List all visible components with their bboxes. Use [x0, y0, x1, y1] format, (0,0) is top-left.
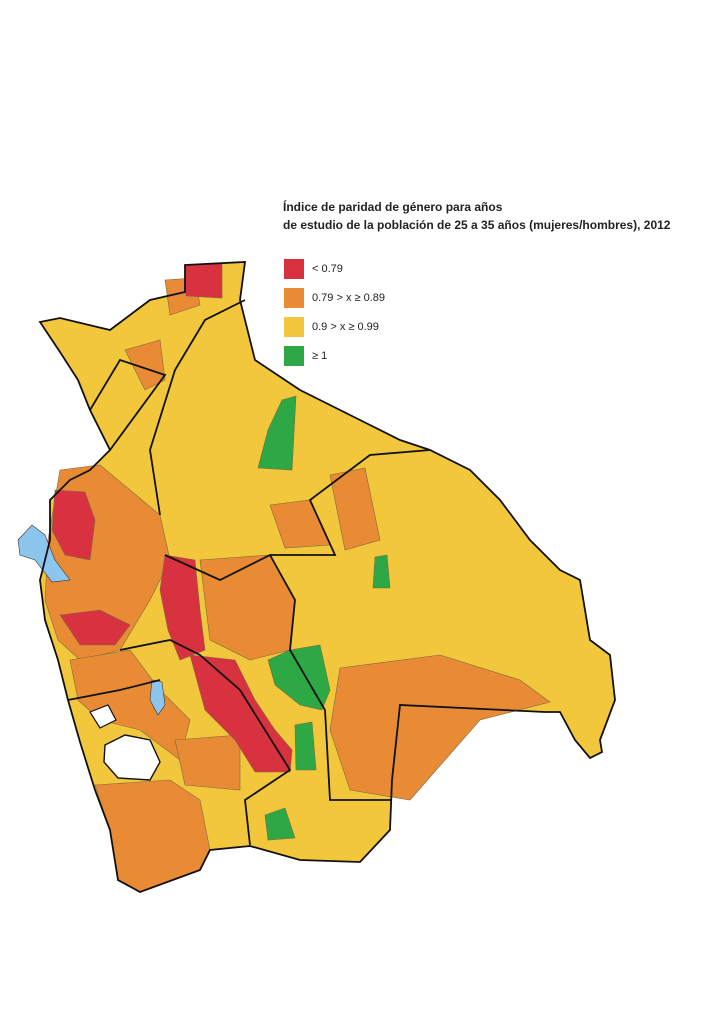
- legend-label: 0.9 > x ≥ 0.99: [312, 321, 379, 333]
- legend: < 0.79 0.79 > x ≥ 0.89 0.9 > x ≥ 0.99 ≥ 1: [284, 259, 385, 366]
- country-border: [38, 261, 616, 893]
- legend-swatch: [284, 259, 304, 279]
- region-green: [264, 807, 296, 841]
- department-border: [119, 639, 292, 846]
- lake-titicaca: [17, 524, 71, 583]
- department-border: [269, 554, 392, 801]
- region-orange: [329, 654, 551, 801]
- legend-label: ≥ 1: [312, 350, 327, 362]
- salt-flat-coipasa: [89, 704, 117, 729]
- region-red: [59, 609, 131, 646]
- department-border: [149, 299, 246, 516]
- legend-swatch: [284, 288, 304, 308]
- region-orange: [174, 734, 241, 791]
- region-orange: [124, 339, 166, 391]
- region-red: [184, 262, 223, 299]
- legend-label: < 0.79: [312, 263, 343, 275]
- lake-poopo: [149, 679, 166, 716]
- department-border: [164, 449, 431, 581]
- region-green: [372, 554, 391, 589]
- department-border: [67, 679, 161, 701]
- map-title: Índice de paridad de género para años: [283, 199, 503, 214]
- legend-swatch: [284, 317, 304, 337]
- salt-flat-uyuni: [103, 734, 161, 781]
- legend-label: 0.79 > x ≥ 0.89: [312, 292, 385, 304]
- region-green: [294, 721, 317, 771]
- department-border: [89, 358, 167, 451]
- regions: [39, 261, 616, 893]
- region-green: [257, 395, 297, 471]
- region-red: [189, 654, 293, 773]
- region-red: [51, 489, 96, 561]
- region-orange: [329, 467, 381, 551]
- legend-swatch: [284, 346, 304, 366]
- map-title: de estudio de la población de 25 a 35 añ…: [283, 218, 671, 232]
